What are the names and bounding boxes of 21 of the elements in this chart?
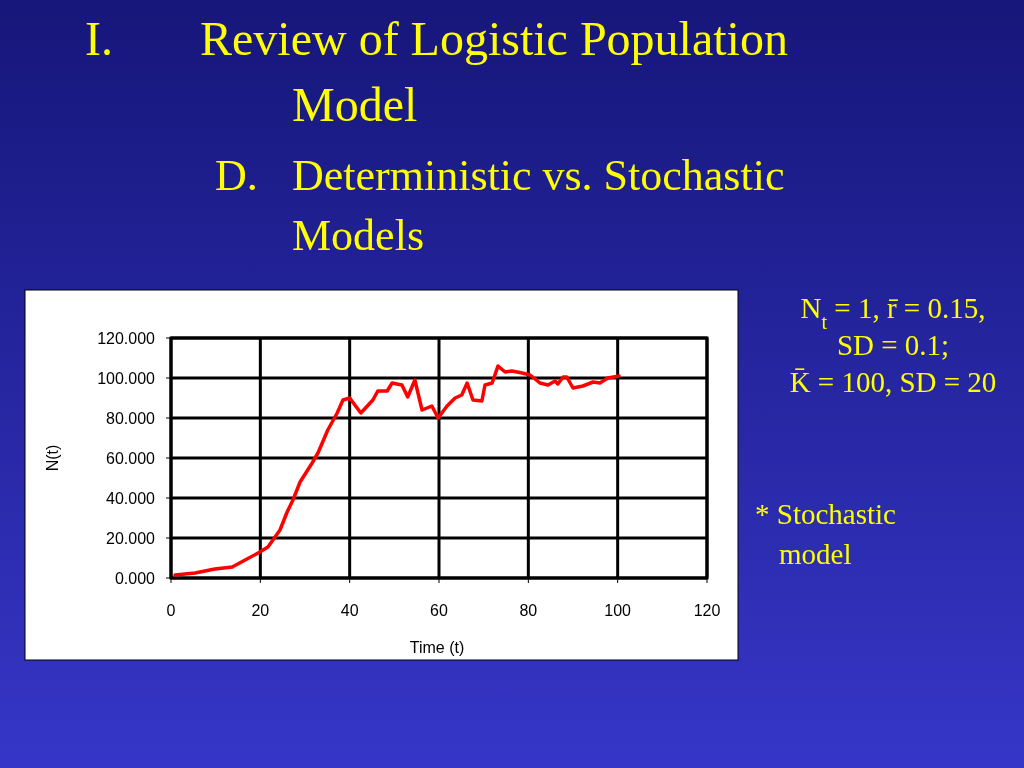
text: K̄ = 100, SD = 20 (789, 366, 997, 398)
y-axis-title: N(t) (44, 444, 61, 472)
x-tick-label: 80 (519, 602, 538, 619)
y-tick-label: 60.000 (106, 449, 156, 467)
y-tick-label: 40.000 (106, 489, 156, 507)
x-tick-label: 120 (693, 602, 721, 619)
x-axis-title: Time (t) (409, 639, 465, 656)
y-tick-label: 120.000 (97, 329, 156, 347)
x-tick-label: 20 (251, 602, 270, 619)
chart-title: I. Review of Logistic Population Model (85, 12, 788, 131)
y-tick-label: 80.000 (106, 409, 156, 427)
x-tick-label: 40 (340, 602, 359, 619)
x-tick-label: 0 (166, 602, 176, 619)
x-tick-label: 100 (604, 602, 632, 619)
chart-subtitle: D. Deterministic vs. Stochastic Models (215, 151, 785, 260)
text: * Stochastic model (755, 498, 896, 570)
y-tick-label: 20.000 (106, 529, 156, 547)
y-tick-label: 100.000 (97, 369, 156, 387)
line-series (173, 364, 621, 577)
x-tick-label: 60 (430, 602, 448, 619)
y-tick-label: 0.000 (114, 569, 156, 587)
